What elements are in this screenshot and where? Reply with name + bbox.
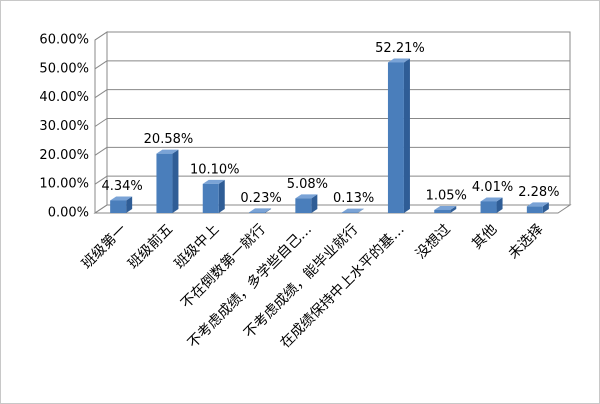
bar-side (403, 58, 410, 213)
bar-top (341, 208, 364, 213)
grid-line-side (94, 31, 108, 41)
bar (156, 153, 173, 213)
data-label: 20.58% (144, 132, 194, 147)
y-tick-label: 20.00% (39, 148, 89, 163)
bar-side (311, 194, 318, 213)
data-label: 10.10% (190, 162, 240, 177)
bar-side (172, 149, 179, 213)
y-tick-label: 50.00% (39, 61, 89, 76)
bar-top (156, 149, 179, 154)
data-label: 0.23% (240, 191, 281, 206)
bar-top (295, 194, 318, 199)
y-tick-label: 10.00% (39, 177, 89, 192)
data-label: 4.01% (472, 180, 513, 195)
grid-line-side (94, 60, 108, 70)
y-tick-label: 40.00% (39, 90, 89, 105)
grid-line-side (94, 204, 108, 214)
bar-top (480, 197, 503, 202)
bar (110, 200, 127, 213)
grid-line-side (94, 146, 108, 156)
bar-side (496, 197, 503, 213)
bar-side (265, 208, 272, 213)
bar (526, 206, 543, 213)
y-tick-label: 30.00% (39, 119, 89, 134)
bar-top (434, 205, 457, 210)
bar-top (387, 58, 410, 63)
bar (249, 212, 266, 213)
grid-line-side (94, 89, 108, 99)
bar-side (450, 205, 457, 213)
bar-side (218, 179, 225, 213)
y-tick-label: 0.00% (48, 206, 89, 221)
data-label: 4.34% (101, 179, 142, 194)
bar (295, 198, 312, 213)
bar (387, 62, 404, 213)
bar-top (526, 202, 549, 207)
data-label: 52.21% (375, 41, 425, 56)
bar (434, 209, 451, 213)
bar-top (249, 208, 272, 213)
data-label: 1.05% (426, 188, 467, 203)
bar-top (202, 179, 225, 184)
bar-top (110, 196, 133, 201)
bar-side (542, 202, 549, 213)
data-label: 2.28% (518, 185, 559, 200)
bar-side (357, 208, 364, 213)
bar (480, 201, 497, 213)
grid-line-side (94, 175, 108, 185)
data-label: 0.13% (333, 191, 374, 206)
bar (202, 183, 219, 213)
bar-side (126, 196, 133, 213)
data-label: 5.08% (287, 177, 328, 192)
grid-line-side (94, 118, 108, 127)
y-tick-label: 60.00% (39, 33, 89, 48)
